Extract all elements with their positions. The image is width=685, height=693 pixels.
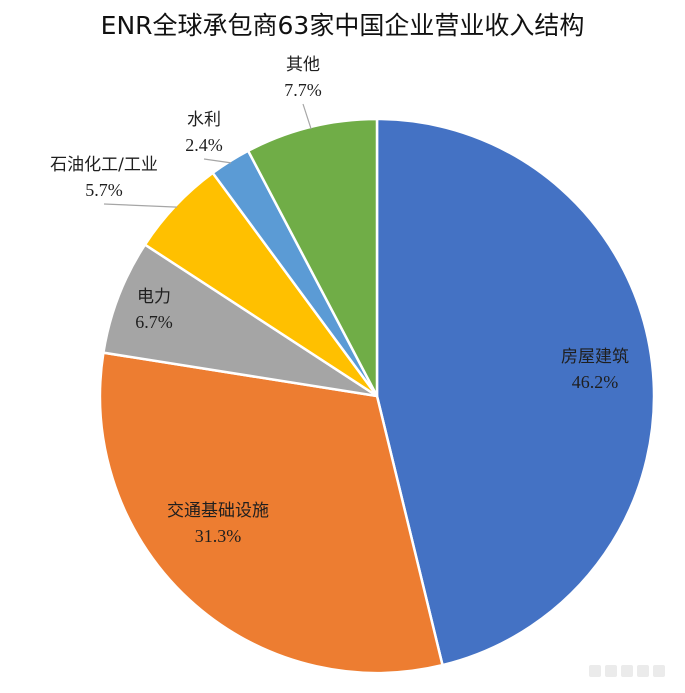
watermark bbox=[589, 661, 673, 681]
slice-labels: 房屋建筑 46.2% 交通基础设施 31.3% 电力 6.7% 石油化工/工业 5.7% 水利 2… bbox=[50, 55, 629, 546]
watermark-block bbox=[589, 665, 601, 677]
slice-category-label: 电力 bbox=[137, 287, 171, 307]
pie-slices bbox=[98, 117, 656, 675]
slice-category-label: 水利 bbox=[187, 110, 221, 130]
leader-line bbox=[302, 103, 312, 130]
slice-category-label: 石油化工/工业 bbox=[50, 155, 158, 175]
slice-value-label: 5.7% bbox=[85, 180, 123, 200]
slice-value-label: 7.7% bbox=[284, 80, 322, 100]
slice-value-label: 2.4% bbox=[185, 135, 223, 155]
slice-category-label: 其他 bbox=[286, 55, 320, 75]
pie-slice bbox=[101, 242, 378, 398]
pie-slice bbox=[375, 117, 656, 667]
pie-slice bbox=[98, 351, 445, 675]
watermark-block bbox=[621, 665, 633, 677]
watermark-block bbox=[605, 665, 617, 677]
leader-line bbox=[103, 203, 178, 208]
watermark-block bbox=[637, 665, 649, 677]
leader-line bbox=[203, 158, 232, 164]
slice-category-label: 房屋建筑 bbox=[561, 347, 629, 367]
leader-lines bbox=[103, 103, 312, 208]
slice-value-label: 31.3% bbox=[195, 526, 242, 546]
slice-value-label: 6.7% bbox=[135, 312, 173, 332]
watermark-block bbox=[653, 665, 665, 677]
slice-value-label: 46.2% bbox=[572, 372, 619, 392]
chart-title: ENR全球承包商63家中国企业营业收入结构 bbox=[100, 11, 585, 40]
slice-category-label: 交通基础设施 bbox=[167, 501, 269, 521]
